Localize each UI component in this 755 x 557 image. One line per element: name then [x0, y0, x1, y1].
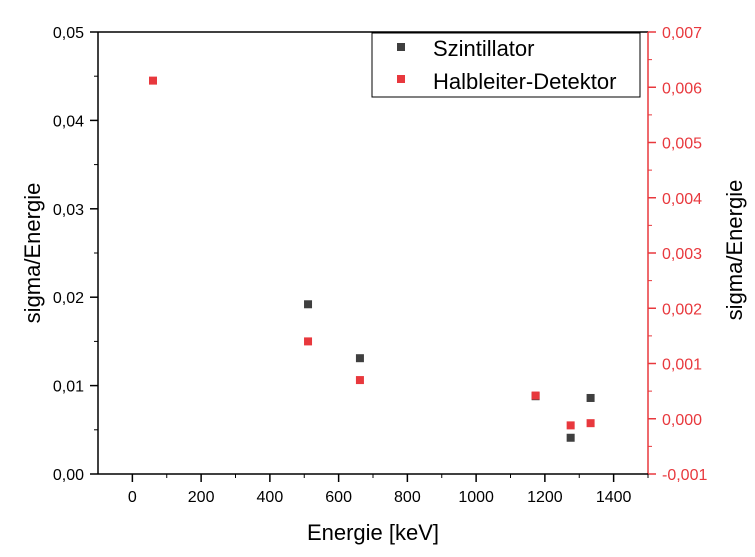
- left-y-tick-label: 0,03: [53, 202, 84, 219]
- data-point-szintillator: [566, 433, 575, 442]
- legend-marker-halbleiter: [397, 75, 405, 83]
- data-point-halbleiter: [149, 76, 157, 85]
- x-tick-label: 1000: [458, 489, 494, 506]
- x-tick-label: 400: [257, 489, 284, 506]
- left-y-tick-label: 0,04: [53, 113, 84, 130]
- left-y-tick-label: 0,05: [53, 25, 84, 42]
- legend: Szintillator Halbleiter-Detektor: [371, 32, 641, 98]
- right-y-tick-label: 0,007: [662, 25, 702, 42]
- data-point-halbleiter: [531, 391, 540, 400]
- data-point-halbleiter: [304, 337, 313, 346]
- x-axis-label: Energie [keV]: [307, 520, 439, 545]
- right-y-tick-label: 0,006: [662, 80, 702, 97]
- left-y-tick-label: 0,02: [53, 290, 84, 307]
- x-tick-label: 0: [128, 489, 137, 506]
- x-tick-label: 600: [325, 489, 352, 506]
- x-axis: 0 200 400 600 800 1000 1200 1400: [98, 473, 649, 506]
- data-point-szintillator: [304, 300, 313, 309]
- right-y-tick-label: 0,002: [662, 301, 702, 318]
- right-y-tick-label: 0,000: [662, 412, 702, 429]
- right-y-tick-label: 0,001: [662, 357, 702, 374]
- legend-label-szintillator: Szintillator: [433, 36, 534, 61]
- right-y-tick-label: 0,004: [662, 191, 702, 208]
- legend-box: [371, 32, 641, 98]
- legend-label-halbleiter: Halbleiter-Detektor: [433, 69, 616, 94]
- legend-marker-szintillator: [397, 43, 405, 51]
- y2-axis-label: sigma/Energie: [722, 180, 747, 321]
- right-y-tick-label: -0,001: [662, 467, 707, 484]
- y-axis-label: sigma/Energie: [20, 183, 45, 324]
- data-point-szintillator: [355, 354, 364, 363]
- left-y-tick-label: 0,01: [53, 379, 84, 396]
- left-y-axis: 0,00 0,01 0,02 0,03 0,04 0,05: [53, 25, 99, 484]
- right-y-tick-label: 0,003: [662, 246, 702, 263]
- data-point-halbleiter: [355, 376, 364, 385]
- x-tick-label: 800: [394, 489, 421, 506]
- x-tick-label: 1200: [527, 489, 563, 506]
- series-layer: [149, 76, 595, 442]
- x-tick-label: 1400: [596, 489, 632, 506]
- data-point-halbleiter: [586, 419, 595, 428]
- x-tick-label: 200: [188, 489, 215, 506]
- right-y-axis: -0,001 0,000 0,001 0,002 0,003 0,004 0,005 0,00…: [647, 25, 707, 484]
- data-point-szintillator: [586, 393, 595, 402]
- right-y-tick-label: 0,005: [662, 136, 702, 153]
- left-y-tick-label: 0,00: [53, 467, 84, 484]
- data-point-halbleiter: [566, 421, 575, 430]
